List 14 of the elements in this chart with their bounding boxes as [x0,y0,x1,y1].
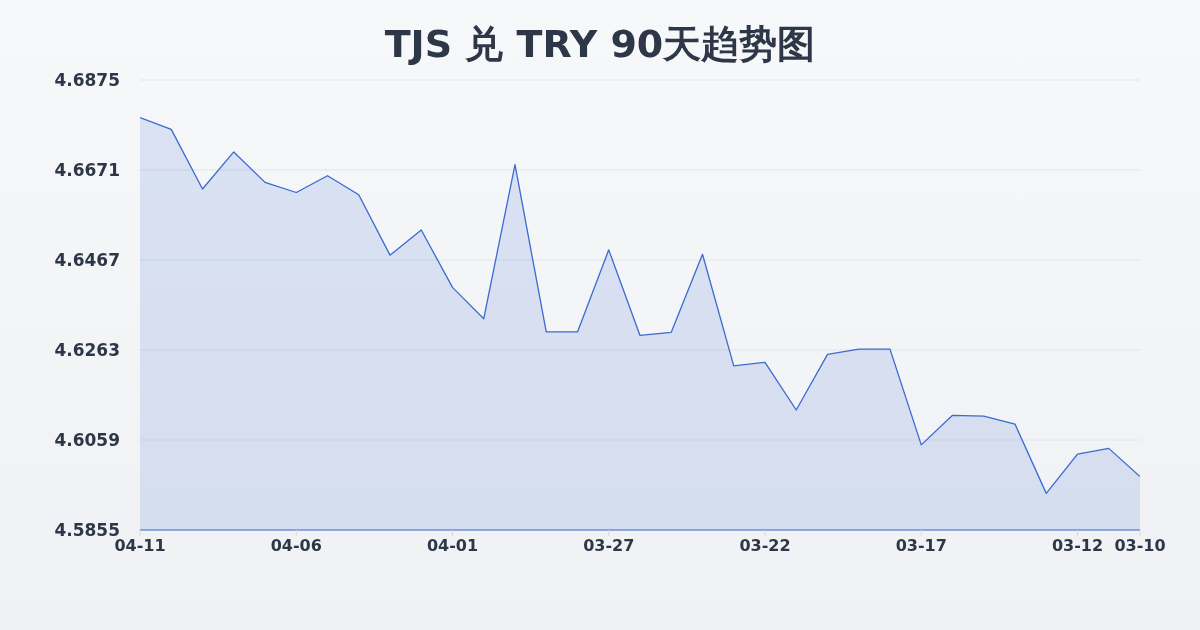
x-tick-label: 04-01 [426,536,479,556]
y-tick-label: 4.6875 [54,70,120,91]
x-tick-label: 03-10 [1114,536,1166,556]
y-tick-label: 4.6263 [54,340,120,361]
y-tick-label: 4.6059 [54,430,120,451]
y-tick-label: 4.6671 [54,160,120,181]
x-tick-label: 04-06 [270,536,322,556]
chart-title: TJS 兑 TRY 90天趋势图 [383,21,817,68]
x-tick-label: 03-22 [739,536,791,556]
x-tick-label: 03-17 [895,536,947,556]
y-tick-label: 4.6467 [54,250,120,271]
x-tick-label: 03-12 [1051,536,1104,556]
x-tick-label: 03-27 [583,536,635,556]
x-tick-label: 04-11 [114,536,166,556]
